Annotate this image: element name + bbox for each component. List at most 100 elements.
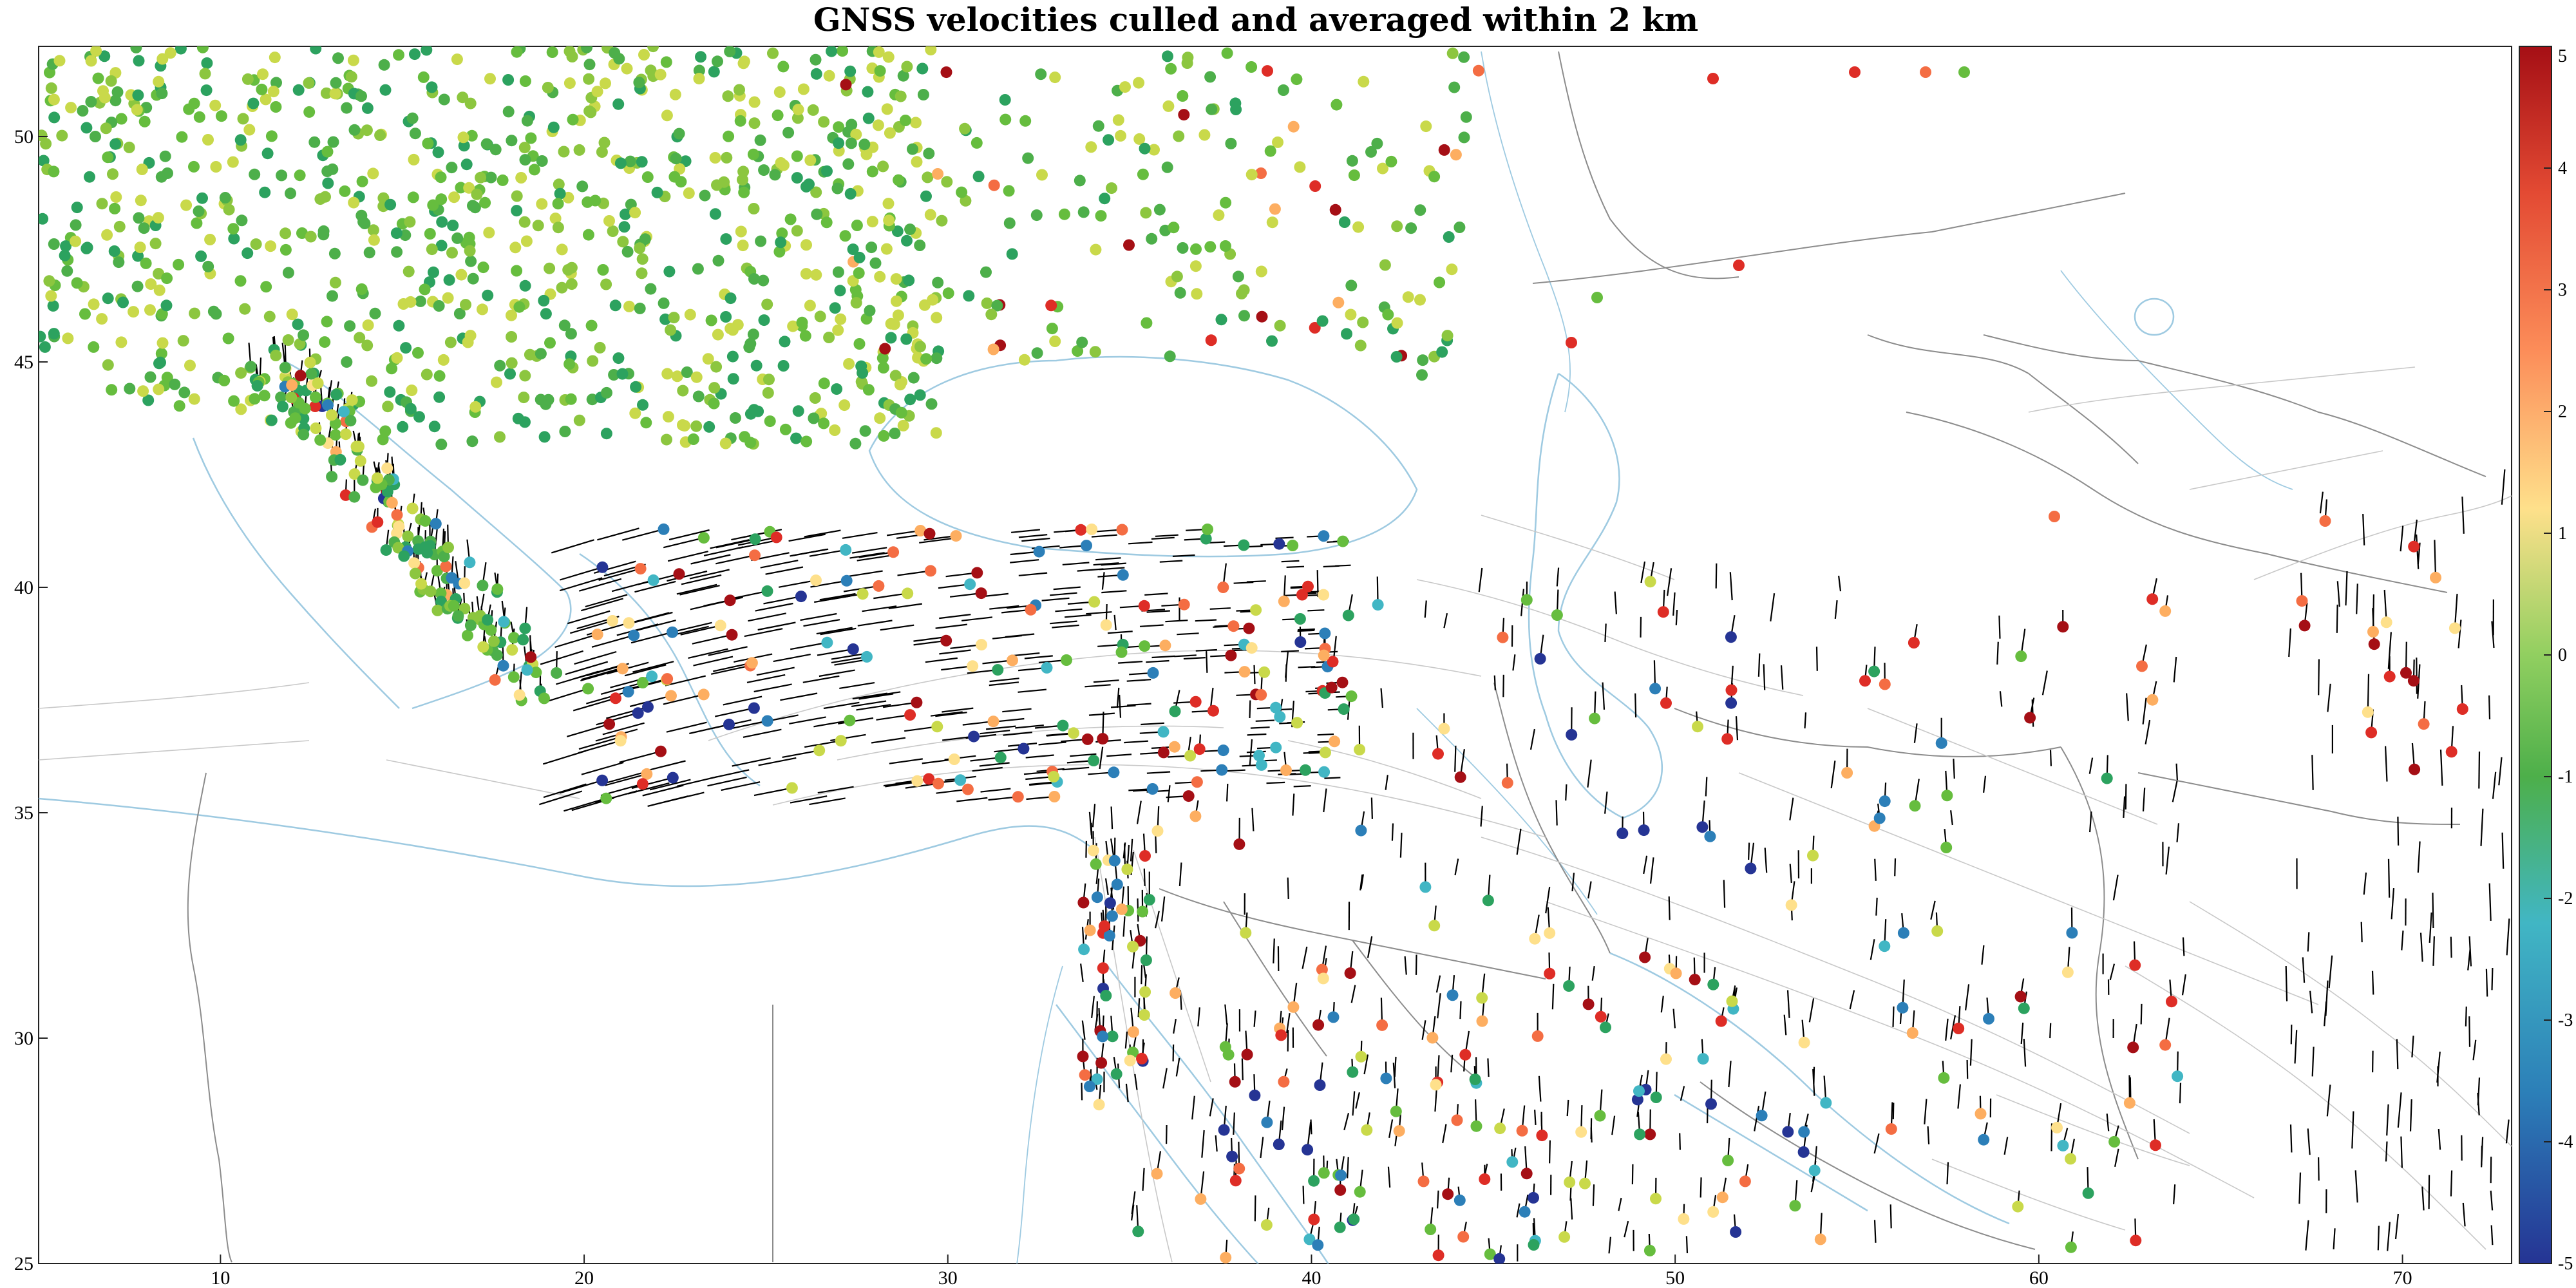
velocity-arrow xyxy=(1195,619,1217,622)
station-marker xyxy=(109,95,122,107)
velocity-arrow xyxy=(790,795,828,804)
station-marker xyxy=(340,428,352,440)
station-marker xyxy=(48,111,61,124)
velocity-arrow xyxy=(2290,1025,2293,1045)
velocity-arrow xyxy=(611,579,654,592)
station-marker xyxy=(992,664,1004,676)
station-marker xyxy=(457,91,469,104)
station-marker xyxy=(1419,881,1432,893)
velocity-arrow xyxy=(1957,1084,1961,1109)
station-marker xyxy=(1221,47,1233,59)
station-marker xyxy=(477,261,489,274)
station-marker xyxy=(482,289,494,301)
colorbar-label: 2 xyxy=(2558,402,2567,422)
velocity-arrow xyxy=(2311,755,2314,790)
velocity-arrow xyxy=(1018,534,1048,538)
station-marker xyxy=(1213,209,1225,222)
station-marker xyxy=(99,91,111,104)
station-marker xyxy=(910,117,922,129)
velocity-arrow xyxy=(1241,1058,1244,1081)
station-marker xyxy=(519,75,531,87)
station-marker xyxy=(667,626,678,638)
station-marker xyxy=(1390,1105,1402,1117)
velocity-arrow xyxy=(1197,1007,1200,1027)
station-marker xyxy=(402,265,415,278)
velocity-arrow xyxy=(939,649,971,655)
velocity-arrow xyxy=(2458,620,2462,649)
station-marker xyxy=(1376,1019,1388,1031)
station-marker xyxy=(1935,737,1947,749)
station-marker xyxy=(703,421,715,433)
station-marker xyxy=(671,370,683,383)
station-marker xyxy=(162,167,173,179)
station-marker xyxy=(1255,759,1267,771)
velocity-arrow xyxy=(2421,1186,2425,1211)
station-marker xyxy=(227,223,240,235)
aral-sea xyxy=(2134,298,2175,336)
velocity-arrow xyxy=(2434,540,2437,578)
station-marker xyxy=(544,337,556,349)
station-marker xyxy=(1644,576,1656,588)
station-marker xyxy=(1274,319,1286,332)
station-marker xyxy=(607,615,619,627)
station-marker xyxy=(835,735,847,747)
station-marker xyxy=(1177,242,1189,254)
station-marker xyxy=(1216,764,1228,776)
station-marker xyxy=(897,419,909,431)
station-marker xyxy=(477,303,488,316)
station-marker xyxy=(460,158,473,171)
velocity-arrow xyxy=(2285,965,2288,1001)
station-marker xyxy=(895,406,907,419)
station-marker xyxy=(1938,1072,1950,1084)
station-marker xyxy=(556,243,568,256)
velocity-arrow xyxy=(2386,1104,2389,1136)
velocity-arrow xyxy=(1018,688,1047,693)
velocity-arrow xyxy=(1729,572,1733,601)
station-marker xyxy=(711,179,723,191)
station-marker xyxy=(1657,606,1669,618)
station-marker xyxy=(1544,967,1556,980)
colorbar-label: 1 xyxy=(2558,524,2567,544)
station-marker xyxy=(668,312,680,324)
station-marker xyxy=(1294,636,1307,648)
station-marker xyxy=(1476,992,1488,1004)
station-marker xyxy=(298,428,310,440)
velocity-arrow xyxy=(758,757,797,766)
station-marker xyxy=(897,70,909,82)
station-marker xyxy=(925,398,938,410)
station-marker xyxy=(617,236,629,248)
station-marker xyxy=(773,245,786,258)
velocity-arrow xyxy=(681,574,722,585)
station-marker xyxy=(923,773,935,785)
station-marker xyxy=(237,113,249,125)
station-marker xyxy=(1756,1110,1768,1122)
station-marker xyxy=(494,359,506,372)
velocity-arrow xyxy=(2327,683,2331,712)
station-marker xyxy=(787,320,799,332)
velocity-arrow xyxy=(2142,788,2146,811)
persian-gulf-coast-south xyxy=(1674,1094,1868,1212)
station-marker xyxy=(976,639,987,651)
station-marker xyxy=(298,329,310,341)
velocity-arrow xyxy=(1502,674,1504,697)
station-marker xyxy=(513,301,526,313)
station-marker xyxy=(1920,66,1931,78)
station-marker xyxy=(354,455,366,467)
station-marker xyxy=(844,187,857,200)
station-marker xyxy=(451,53,463,66)
station-marker xyxy=(754,134,766,146)
station-marker xyxy=(849,437,862,450)
velocity-arrow xyxy=(1081,1020,1086,1040)
station-marker xyxy=(1308,1175,1320,1187)
station-marker xyxy=(400,342,412,354)
station-marker xyxy=(43,275,55,287)
station-marker xyxy=(1077,206,1090,218)
velocity-arrow xyxy=(985,725,1016,730)
volga-river xyxy=(1481,51,1571,413)
station-marker xyxy=(594,341,606,354)
velocity-arrow xyxy=(2181,974,2186,996)
station-marker xyxy=(1123,239,1135,251)
station-marker xyxy=(2368,638,2380,650)
station-marker xyxy=(1638,824,1650,837)
station-marker xyxy=(583,59,596,71)
